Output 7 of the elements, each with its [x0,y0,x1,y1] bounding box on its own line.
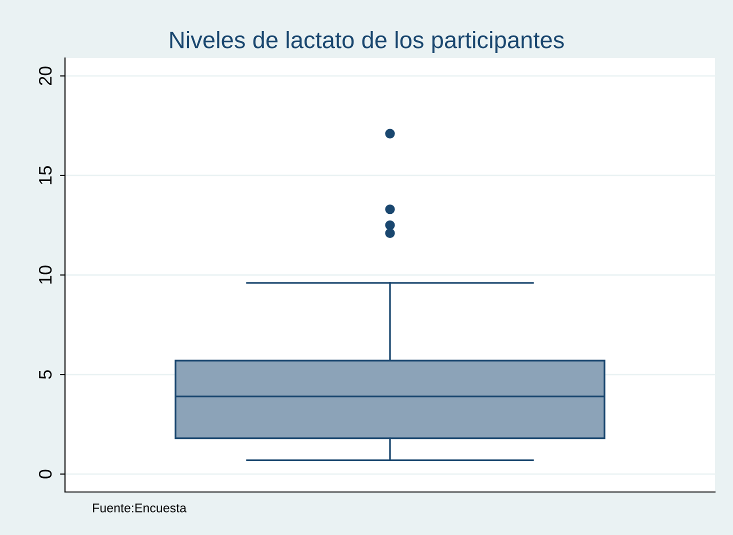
source-note: Fuente:Encuesta [93,504,187,512]
y-tick-label: 15 [39,166,52,184]
y-tick-label: 5 [39,370,52,379]
y-tick-label: 0 [38,470,52,478]
y-tick-label: 20 [38,66,52,86]
y-tick-label: 10 [38,266,52,284]
chart-title: Niveles de lactato de los participantes [170,30,564,54]
